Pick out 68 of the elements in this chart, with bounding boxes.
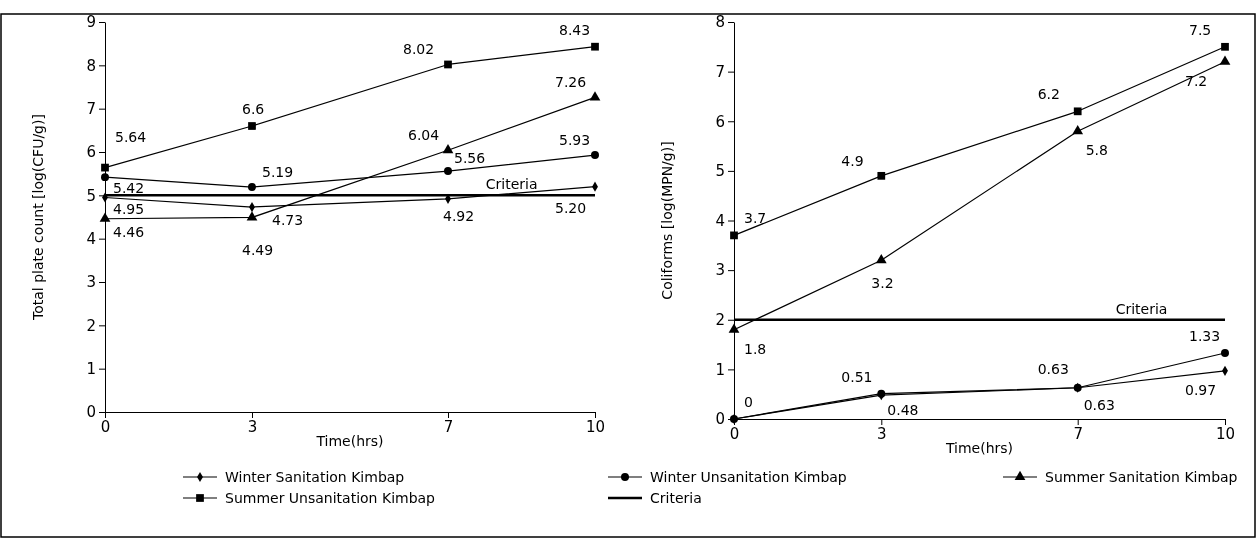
data-label: 0 — [744, 394, 753, 410]
x-tick-label: 3 — [247, 417, 258, 436]
y-tick-label: 9 — [86, 13, 96, 32]
data-label: 4.73 — [272, 212, 304, 229]
data-label: 4.9 — [841, 152, 864, 169]
x-tick-label: 10 — [585, 417, 606, 436]
y-tick-label: 4 — [715, 211, 725, 230]
data-label: 0.48 — [887, 402, 919, 419]
legend-label: Winter Unsanitation Kimbap — [650, 469, 847, 485]
y-axis-title: Total plate count [log(CFU/g)] — [30, 114, 46, 321]
ref-line-label: Criteria — [485, 176, 538, 193]
x-tick-label: 7 — [443, 417, 454, 436]
data-label: 7.2 — [1185, 72, 1208, 89]
data-label: 7.5 — [1189, 21, 1212, 38]
y-tick-label: 3 — [715, 261, 725, 280]
data-label: 0.97 — [1185, 381, 1217, 398]
data-label: 0.63 — [1037, 360, 1069, 377]
data-label: 4.92 — [443, 207, 475, 224]
legend-label: Summer Unsanitation Kimbap — [225, 490, 436, 506]
y-tick-label: 0 — [86, 403, 96, 422]
y-tick-label: 8 — [715, 13, 725, 32]
data-label: 6.04 — [408, 127, 440, 144]
data-label: 5.8 — [1085, 142, 1108, 159]
x-axis-title: Time(hrs) — [944, 440, 1014, 456]
data-label: 5.93 — [559, 132, 591, 149]
x-tick-label: 10 — [1215, 424, 1236, 443]
data-label: 3.2 — [871, 275, 894, 292]
x-tick-label: 0 — [100, 417, 111, 436]
y-tick-label: 5 — [715, 162, 725, 181]
y-tick-label: 1 — [715, 360, 725, 379]
data-label: 1.8 — [744, 340, 767, 357]
data-label: 8.43 — [559, 21, 591, 38]
y-tick-label: 8 — [86, 56, 96, 75]
data-label: 8.02 — [403, 41, 435, 58]
data-label: 0.63 — [1083, 396, 1115, 413]
data-label: 5.42 — [113, 180, 145, 197]
data-label: 4.49 — [242, 242, 274, 259]
data-label: 1.33 — [1189, 328, 1221, 344]
y-tick-label: 5 — [86, 186, 96, 205]
data-label: 5.20 — [555, 199, 587, 216]
data-label: 6.6 — [242, 101, 265, 117]
legend-label: Summer Sanitation Kimbap — [1045, 469, 1238, 485]
x-tick-label: 0 — [729, 424, 740, 443]
data-label: 5.64 — [115, 128, 147, 145]
y-tick-label: 6 — [715, 112, 725, 131]
x-tick-label: 3 — [877, 424, 887, 443]
y-axis-title: Coliforms [log(MPN/g)] — [659, 141, 675, 300]
y-tick-label: 7 — [715, 62, 725, 81]
x-tick-label: 7 — [1073, 424, 1083, 443]
y-tick-label: 3 — [86, 273, 96, 292]
data-label: 7.26 — [555, 74, 587, 91]
data-label: 4.46 — [113, 223, 145, 240]
data-label: 0.51 — [841, 368, 873, 385]
y-tick-label: 2 — [715, 311, 725, 330]
data-label: 5.56 — [454, 150, 486, 167]
x-axis-title: Time(hrs) — [315, 433, 384, 449]
y-tick-label: 2 — [86, 316, 96, 335]
y-tick-label: 4 — [86, 229, 96, 248]
ref-line-label: Criteria — [1115, 300, 1168, 317]
data-label: 6.2 — [1037, 86, 1060, 103]
y-tick-label: 7 — [86, 99, 96, 118]
text: Criteria — [650, 490, 702, 506]
data-label: 4.95 — [113, 200, 145, 217]
data-label: 3.7 — [744, 210, 767, 227]
y-tick-label: 1 — [86, 359, 96, 378]
legend-label: Winter Sanitation Kimbap — [225, 469, 405, 485]
data-label: 5.19 — [262, 164, 294, 181]
y-tick-label: 6 — [86, 143, 96, 162]
